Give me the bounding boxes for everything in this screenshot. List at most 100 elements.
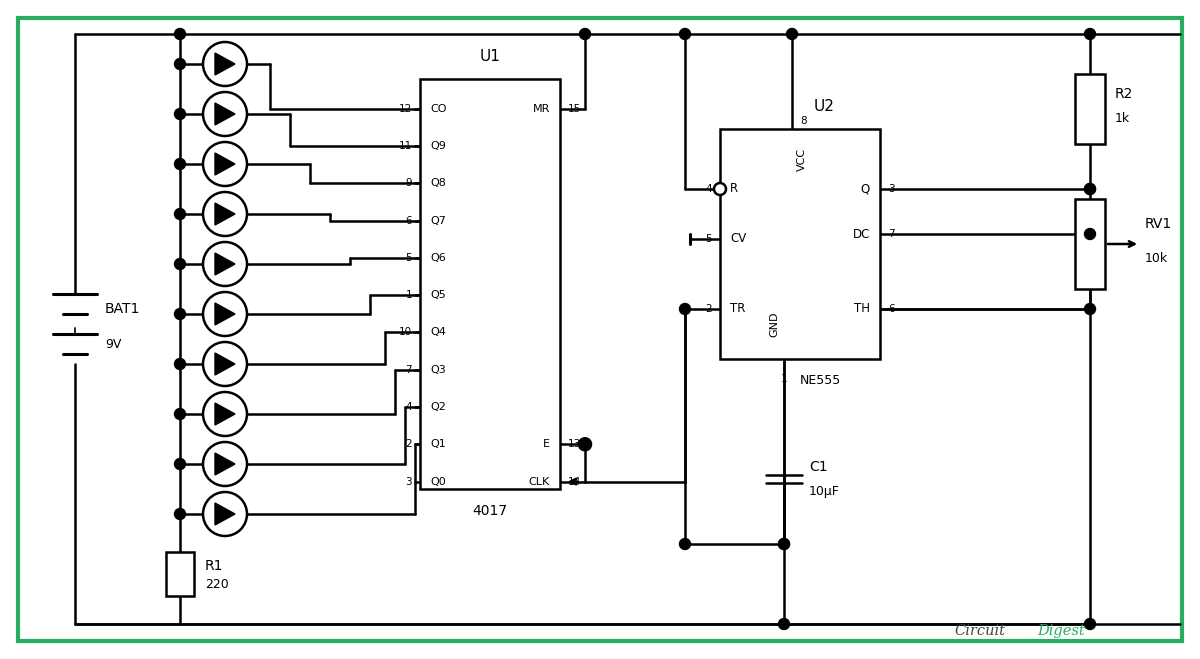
Text: 1: 1 (781, 374, 787, 384)
Circle shape (779, 538, 790, 550)
Polygon shape (215, 453, 235, 475)
Bar (420, 79, 560, 489)
Text: Q0: Q0 (430, 476, 445, 486)
Circle shape (1085, 619, 1096, 629)
Circle shape (203, 92, 247, 136)
Text: U2: U2 (814, 99, 834, 114)
Circle shape (679, 28, 690, 40)
Text: 10k: 10k (1145, 252, 1168, 266)
Text: R1: R1 (205, 559, 223, 573)
Circle shape (679, 304, 690, 314)
Text: Q5: Q5 (430, 290, 445, 301)
Circle shape (1085, 304, 1096, 314)
Circle shape (203, 392, 247, 436)
Polygon shape (215, 153, 235, 175)
Text: CV: CV (730, 233, 746, 246)
Text: Q1: Q1 (430, 440, 445, 449)
FancyBboxPatch shape (18, 18, 1182, 641)
Circle shape (174, 28, 186, 40)
Text: 9V: 9V (106, 337, 121, 351)
Bar (1075, 199, 1105, 289)
Circle shape (174, 109, 186, 119)
Text: 2: 2 (706, 304, 712, 314)
Text: 12: 12 (398, 104, 412, 114)
Text: 4: 4 (406, 402, 412, 412)
Text: E: E (542, 440, 550, 449)
Text: C1: C1 (809, 460, 828, 474)
Circle shape (203, 492, 247, 536)
Text: Q6: Q6 (430, 253, 445, 263)
Text: 3: 3 (888, 184, 895, 194)
Text: TH: TH (854, 302, 870, 316)
Text: GND: GND (769, 311, 779, 337)
Text: 15: 15 (568, 104, 581, 114)
Text: 8: 8 (800, 116, 806, 126)
Text: VCC: VCC (797, 148, 808, 171)
Text: 3: 3 (406, 476, 412, 486)
Text: 10μF: 10μF (809, 484, 840, 498)
Circle shape (203, 42, 247, 86)
Circle shape (174, 509, 186, 519)
Circle shape (714, 183, 726, 195)
Circle shape (1085, 183, 1096, 194)
Text: 2: 2 (406, 440, 412, 449)
Circle shape (580, 438, 592, 450)
Text: Q8: Q8 (430, 179, 446, 188)
Circle shape (174, 409, 186, 420)
Text: R2: R2 (1115, 87, 1133, 101)
Polygon shape (215, 503, 235, 525)
Text: R: R (730, 183, 738, 196)
Text: 220: 220 (205, 577, 229, 590)
Text: 7: 7 (888, 229, 895, 239)
Text: 1: 1 (406, 290, 412, 301)
Circle shape (203, 192, 247, 236)
Text: Q3: Q3 (430, 364, 445, 375)
Circle shape (786, 28, 798, 40)
Circle shape (1085, 183, 1096, 194)
Text: 6: 6 (406, 215, 412, 225)
Text: Q2: Q2 (430, 402, 446, 412)
Text: Q7: Q7 (430, 215, 446, 225)
Text: 11: 11 (398, 141, 412, 151)
Text: 1k: 1k (1115, 113, 1130, 125)
Text: TR: TR (730, 302, 745, 316)
Circle shape (174, 159, 186, 169)
Text: NE555: NE555 (799, 374, 841, 387)
Circle shape (1085, 28, 1096, 40)
Polygon shape (215, 353, 235, 375)
Bar (720, 129, 880, 359)
Text: Digest: Digest (1037, 624, 1085, 638)
Circle shape (203, 342, 247, 386)
Text: 4: 4 (706, 184, 712, 194)
Bar (1075, 74, 1105, 144)
Text: CLK: CLK (529, 476, 550, 486)
Circle shape (203, 242, 247, 286)
Circle shape (174, 459, 186, 469)
Circle shape (174, 358, 186, 370)
Text: DC: DC (853, 227, 870, 241)
Circle shape (174, 208, 186, 219)
Text: BAT1: BAT1 (106, 302, 140, 316)
Polygon shape (215, 53, 235, 75)
Circle shape (203, 442, 247, 486)
Circle shape (174, 258, 186, 270)
Text: 5: 5 (706, 234, 712, 244)
Text: 7: 7 (406, 364, 412, 375)
Polygon shape (215, 203, 235, 225)
Circle shape (779, 619, 790, 629)
Circle shape (779, 538, 790, 550)
Bar (166, 552, 194, 596)
Text: 14: 14 (568, 476, 581, 486)
Text: 10: 10 (398, 328, 412, 337)
Text: 5: 5 (406, 253, 412, 263)
Text: 4017: 4017 (473, 504, 508, 518)
Text: Circuit: Circuit (954, 624, 1006, 638)
Text: MR: MR (533, 104, 550, 114)
Polygon shape (215, 103, 235, 125)
Polygon shape (215, 253, 235, 275)
Polygon shape (215, 403, 235, 425)
Circle shape (174, 308, 186, 320)
Circle shape (174, 59, 186, 69)
Text: 9: 9 (406, 179, 412, 188)
Polygon shape (215, 303, 235, 325)
